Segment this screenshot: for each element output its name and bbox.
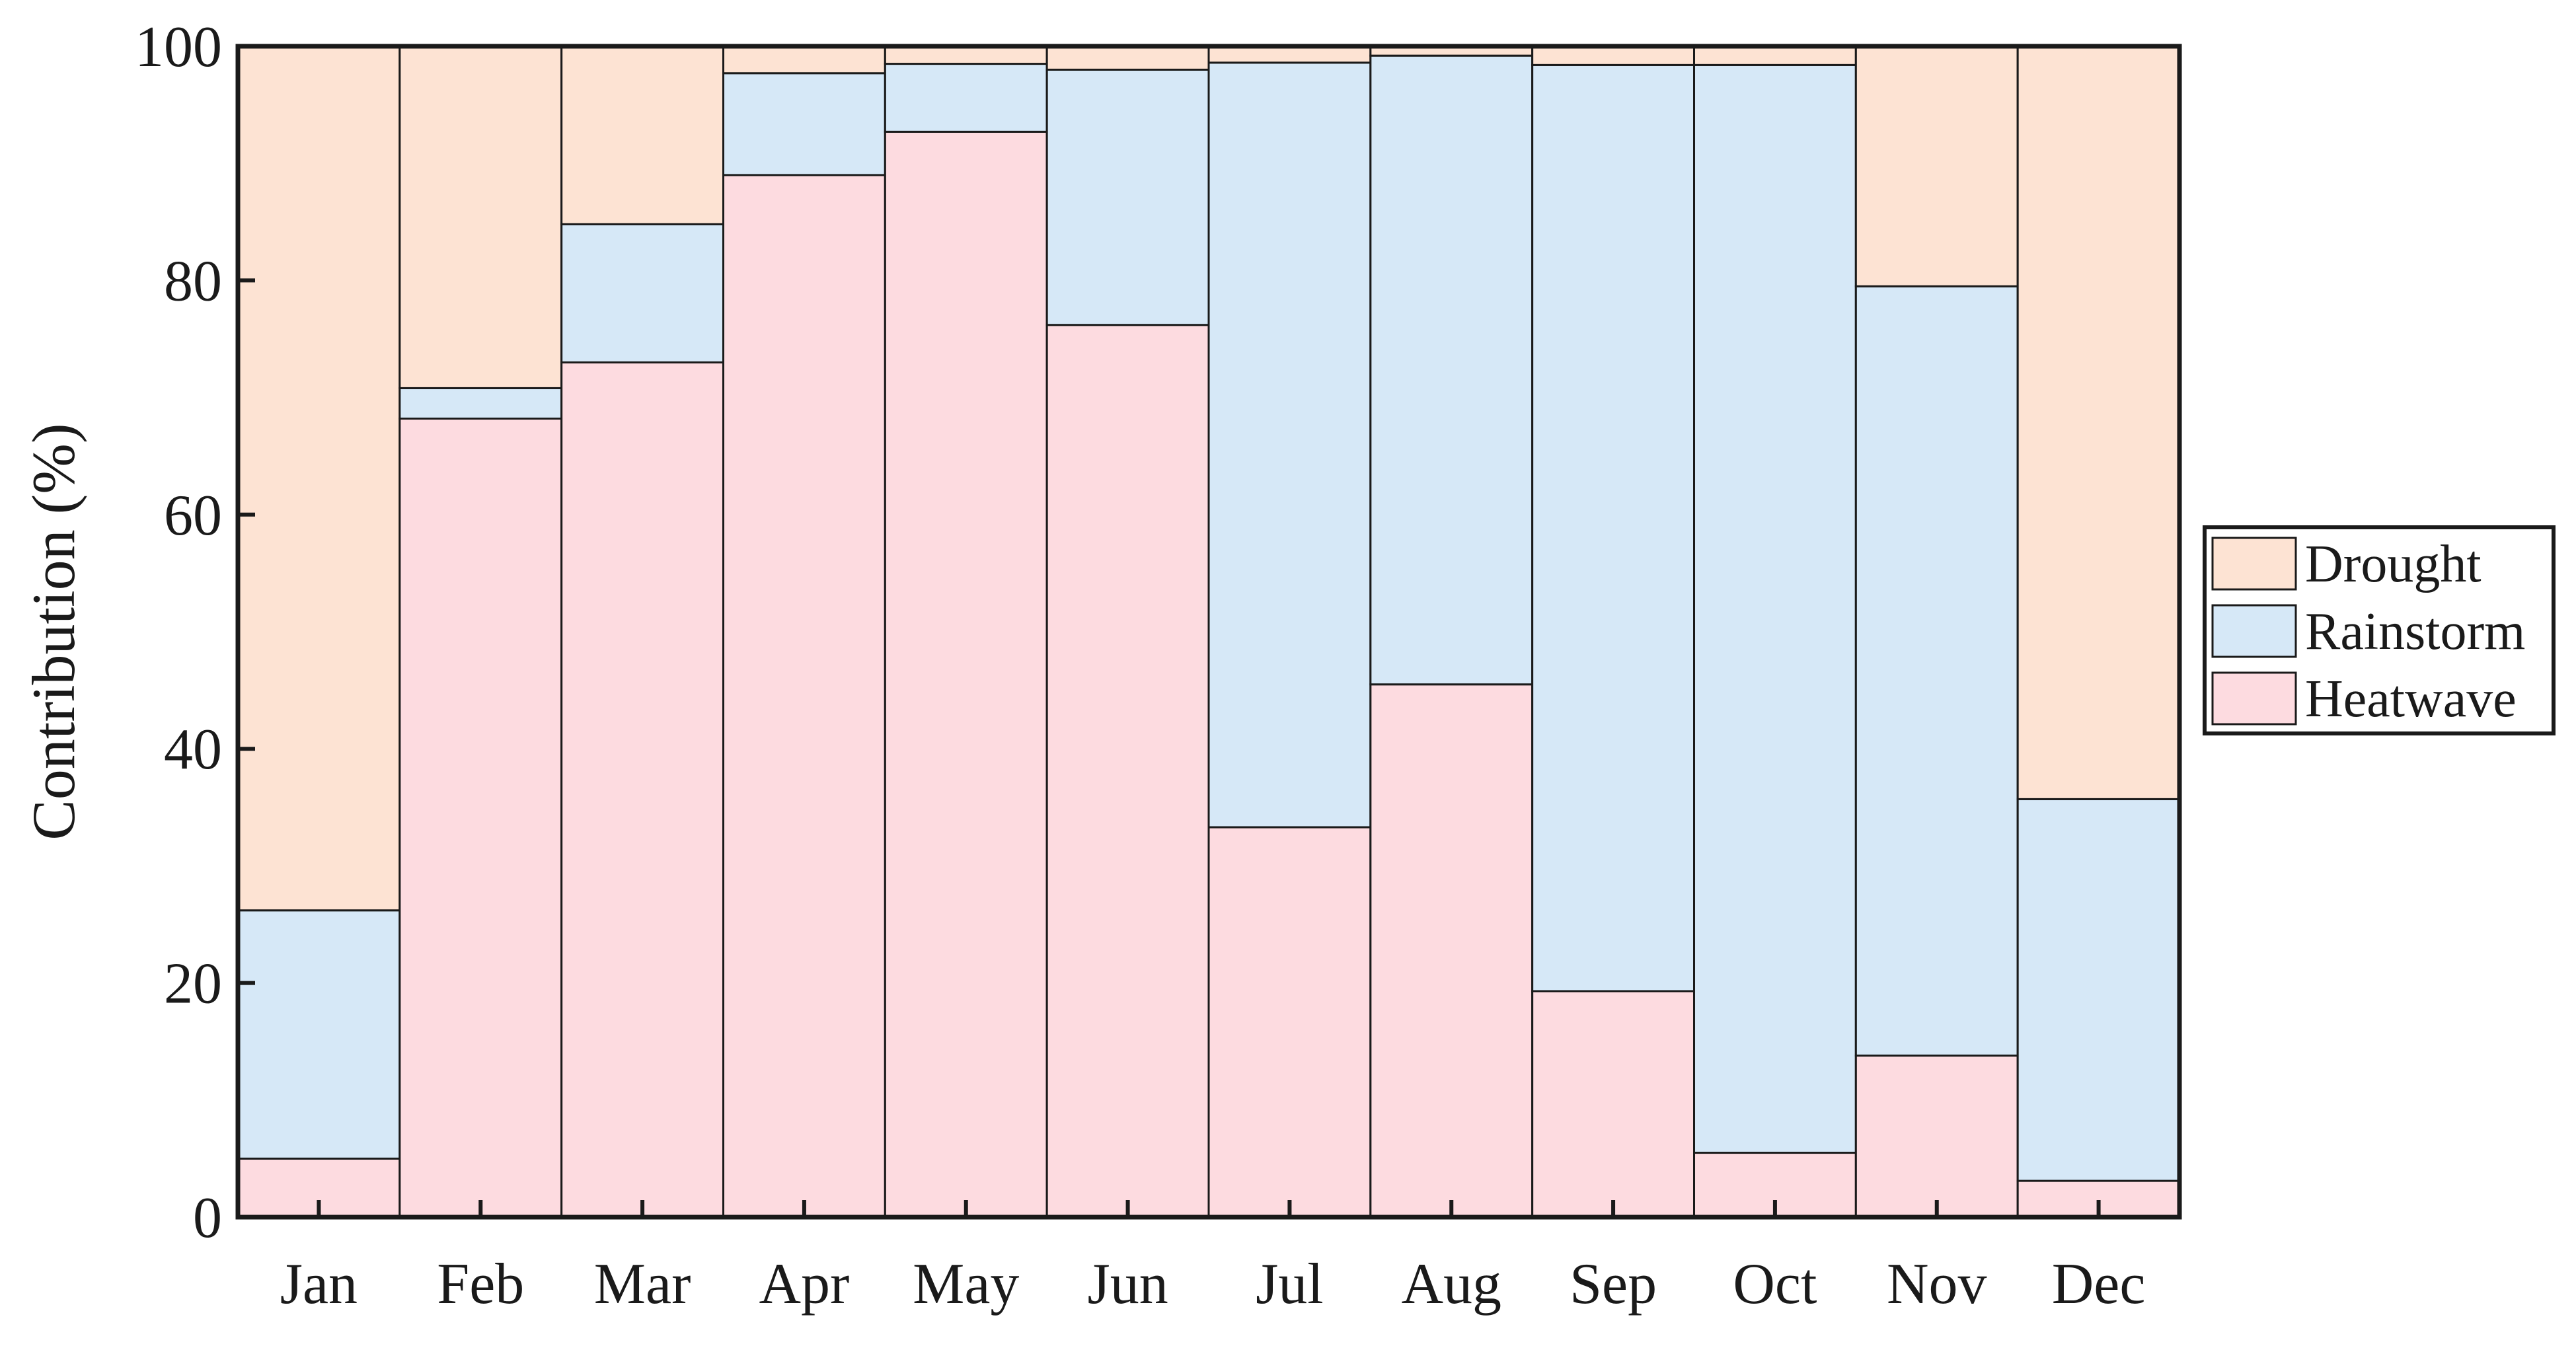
bar-rainstorm-nov (1854, 285, 2019, 1057)
x-tick-label-sep: Sep (1570, 1252, 1657, 1316)
y-tick-label: 40 (164, 718, 222, 782)
x-tick-label-feb: Feb (437, 1252, 524, 1316)
x-tick-label-mar: Mar (594, 1252, 691, 1316)
x-tick-label-oct: Oct (1733, 1252, 1817, 1316)
bar-drought-may (884, 45, 1048, 65)
bar-rainstorm-jun (1045, 68, 1210, 326)
bar-rainstorm-jan (237, 909, 401, 1160)
bar-rainstorm-apr (722, 72, 886, 176)
x-tick-label-may: May (913, 1252, 1019, 1316)
bar-heatwave-apr (722, 174, 886, 1218)
x-tick-label-aug: Aug (1401, 1252, 1501, 1316)
y-tick-label: 80 (164, 249, 222, 313)
bar-rainstorm-sep (1531, 63, 1696, 992)
bar-drought-mar (560, 45, 725, 225)
legend-swatch-heatwave (2211, 671, 2297, 726)
bar-heatwave-nov (1854, 1054, 2019, 1218)
bar-rainstorm-aug (1369, 54, 1534, 686)
x-tick-label-jan: Jan (280, 1252, 358, 1316)
x-tick-label-jun: Jun (1087, 1252, 1168, 1316)
legend: Drought Rainstorm Heatwave (2203, 525, 2556, 735)
bars (237, 45, 2181, 1218)
bar-rainstorm-mar (560, 223, 725, 363)
plot-area-frame (235, 44, 2182, 1220)
bar-heatwave-may (884, 130, 1048, 1218)
bar-heatwave-aug (1369, 683, 1534, 1218)
bar-drought-jan (237, 45, 401, 912)
bar-rainstorm-may (884, 63, 1048, 133)
bar-drought-apr (722, 45, 886, 75)
x-tick-label-apr: Apr (759, 1252, 849, 1316)
y-axis-title: Contribution (%) (20, 423, 87, 840)
bar-rainstorm-feb (398, 387, 563, 420)
y-tick-label: 0 (193, 1186, 222, 1250)
bar-drought-jul (1207, 45, 1372, 64)
y-tick-label: 20 (164, 952, 222, 1016)
bar-drought-feb (398, 45, 563, 389)
bar-rainstorm-dec (2016, 798, 2181, 1182)
bar-heatwave-feb (398, 417, 563, 1218)
y-tick-label: 100 (135, 15, 222, 79)
y-axis: 0 20 40 60 80 100 (135, 15, 255, 1250)
x-tick-label-nov: Nov (1887, 1252, 1987, 1316)
y-tick-label: 60 (164, 484, 222, 548)
bar-drought-nov (1854, 45, 2019, 287)
legend-label-drought: Drought (2305, 535, 2481, 593)
bar-drought-dec (2016, 45, 2181, 800)
x-axis: Jan Feb Mar Apr May Jun Jul Aug Sep Oct Nov Dec (280, 1200, 2146, 1316)
bar-drought-sep (1531, 45, 1696, 66)
bar-heatwave-jul (1207, 826, 1372, 1218)
bar-drought-jun (1045, 45, 1210, 71)
legend-swatch-drought (2211, 537, 2297, 591)
bar-drought-oct (1693, 45, 1857, 66)
legend-label-heatwave: Heatwave (2305, 670, 2517, 728)
legend-swatch-rainstorm (2211, 604, 2297, 658)
bar-rainstorm-jul (1207, 61, 1372, 829)
x-tick-label-dec: Dec (2052, 1252, 2146, 1316)
bar-heatwave-mar (560, 361, 725, 1218)
bar-heatwave-sep (1531, 990, 1696, 1218)
x-tick-label-jul: Jul (1256, 1252, 1324, 1316)
bar-rainstorm-oct (1693, 63, 1857, 1154)
bar-heatwave-jun (1045, 324, 1210, 1218)
legend-label-rainstorm: Rainstorm (2305, 603, 2525, 661)
